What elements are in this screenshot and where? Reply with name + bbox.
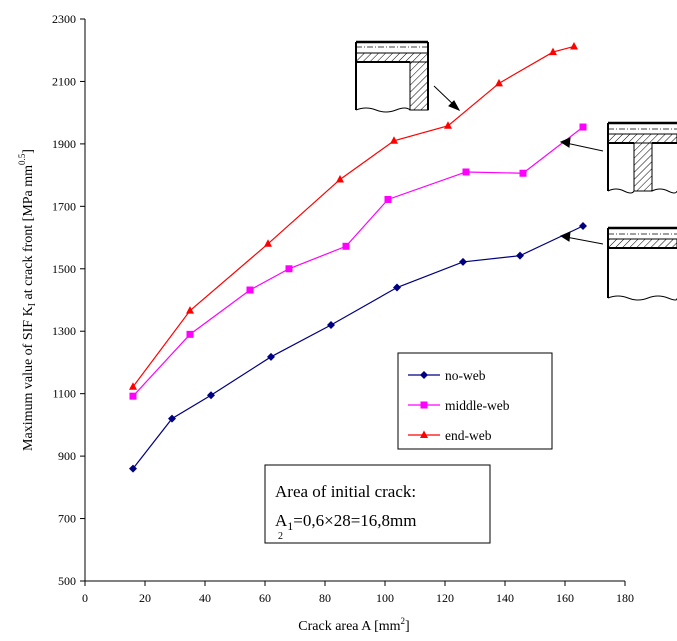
x-tick-label: 100 — [376, 591, 394, 605]
inset-end-web-section — [355, 40, 429, 113]
data-point-end-web — [570, 41, 578, 50]
x-tick-label: 140 — [496, 591, 514, 605]
data-point-middle-web — [246, 286, 254, 294]
axes — [84, 19, 625, 582]
inset-arrows — [433, 85, 604, 245]
data-point-no-web — [168, 414, 176, 423]
data-point-no-web — [459, 257, 467, 266]
data-point-no-web — [129, 464, 137, 473]
series-no-web — [129, 222, 587, 473]
x-tick-label: 0 — [82, 591, 88, 605]
data-point-no-web — [393, 283, 401, 292]
data-point-end-web — [186, 306, 194, 314]
y-axis-title-sup: 0.5 — [17, 153, 27, 165]
x-axis-title-sup: 2 — [401, 616, 406, 626]
data-point-no-web — [327, 320, 335, 329]
y-tick-label: 1900 — [52, 137, 76, 151]
y-tick-label: 2100 — [52, 74, 76, 88]
data-point-end-web — [390, 136, 398, 144]
x-ticks: 0 20 40 60 80 100 120 140 160 180 — [82, 581, 634, 605]
legend-marker-end-web — [420, 430, 428, 438]
x-tick-label: 160 — [556, 591, 574, 605]
legend-marker-no-web — [420, 371, 428, 379]
x-tick-label: 40 — [199, 591, 211, 605]
note-subscript: 1 — [287, 519, 293, 533]
legend-label-middle-web: middle-web — [445, 398, 510, 413]
data-point-end-web — [495, 78, 503, 87]
data-point-end-web — [129, 382, 137, 390]
y-tick-label: 1100 — [52, 387, 76, 401]
y-axis-title-sub: I — [27, 303, 38, 306]
data-point-middle-web — [579, 123, 587, 131]
legend-label-end-web: end-web — [445, 428, 492, 443]
y-tick-label: 1700 — [52, 199, 76, 213]
x-tick-label: 80 — [319, 591, 331, 605]
data-point-middle-web — [519, 169, 527, 177]
data-point-no-web — [207, 391, 215, 400]
data-point-no-web — [579, 222, 587, 231]
x-tick-label: 60 — [259, 591, 271, 605]
series-end-web — [129, 41, 578, 390]
y-tick-label: 500 — [58, 574, 76, 588]
y-tick-label: 1500 — [52, 262, 76, 276]
legend-marker-middle-web — [420, 401, 428, 409]
note-line-2: A1=0,6×28=16,8mm — [275, 511, 417, 533]
initial-crack-note: Area of initial crack: A1=0,6×28=16,8mm … — [264, 464, 491, 544]
data-point-middle-web — [462, 168, 470, 176]
data-point-end-web — [336, 174, 344, 183]
data-point-no-web — [516, 251, 524, 260]
legend-label-no-web: no-web — [445, 368, 486, 383]
note-line-1: Area of initial crack: — [275, 482, 416, 501]
inset-no-web-section — [607, 226, 677, 301]
arrow-middle-web — [565, 142, 604, 152]
y-tick-label: 700 — [58, 512, 76, 526]
data-point-end-web — [444, 121, 452, 129]
arrow-no-web — [565, 236, 604, 245]
x-tick-label: 20 — [139, 591, 151, 605]
data-point-middle-web — [285, 265, 293, 273]
y-tick-label: 900 — [58, 449, 76, 463]
y-axis-title: Maximum value of SIF KI at crack front [… — [17, 149, 38, 451]
data-point-no-web — [267, 352, 275, 361]
inset-middle-web-section — [607, 121, 677, 194]
series-middle-web — [129, 123, 587, 400]
data-point-middle-web — [384, 195, 392, 203]
x-tick-label: 180 — [616, 591, 634, 605]
data-point-middle-web — [186, 330, 194, 338]
x-tick-label: 120 — [436, 591, 454, 605]
series-group — [129, 41, 587, 473]
series-line-end-web — [132, 45, 575, 388]
y-tick-label: 1300 — [52, 324, 76, 338]
data-point-end-web — [549, 47, 557, 56]
y-tick-label: 2300 — [52, 12, 76, 26]
y-ticks: 500 700 900 1100 1300 1500 1700 1900 2100 2300 — [52, 12, 85, 588]
data-point-end-web — [264, 239, 272, 247]
legend: no-web middle-web end-web — [397, 352, 553, 450]
note-box — [264, 464, 491, 544]
note-line-3: 2 — [278, 531, 283, 542]
x-axis-title: Crack area A [mm2] — [298, 616, 409, 634]
data-point-middle-web — [129, 392, 137, 400]
data-point-middle-web — [342, 242, 350, 250]
